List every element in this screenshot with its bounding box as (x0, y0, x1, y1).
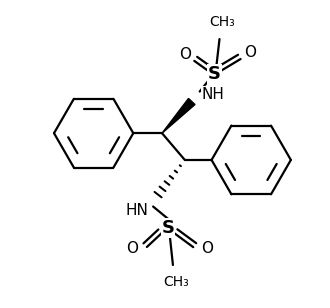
Text: S: S (161, 219, 175, 237)
Text: O: O (179, 47, 191, 63)
Text: O: O (244, 45, 256, 60)
Text: O: O (202, 241, 214, 256)
Polygon shape (162, 99, 195, 133)
Text: S: S (208, 65, 221, 83)
Text: O: O (126, 241, 138, 256)
Text: HN: HN (125, 203, 148, 217)
Text: NH: NH (202, 87, 224, 102)
Text: CH₃: CH₃ (210, 15, 235, 29)
Text: CH₃: CH₃ (163, 275, 189, 289)
